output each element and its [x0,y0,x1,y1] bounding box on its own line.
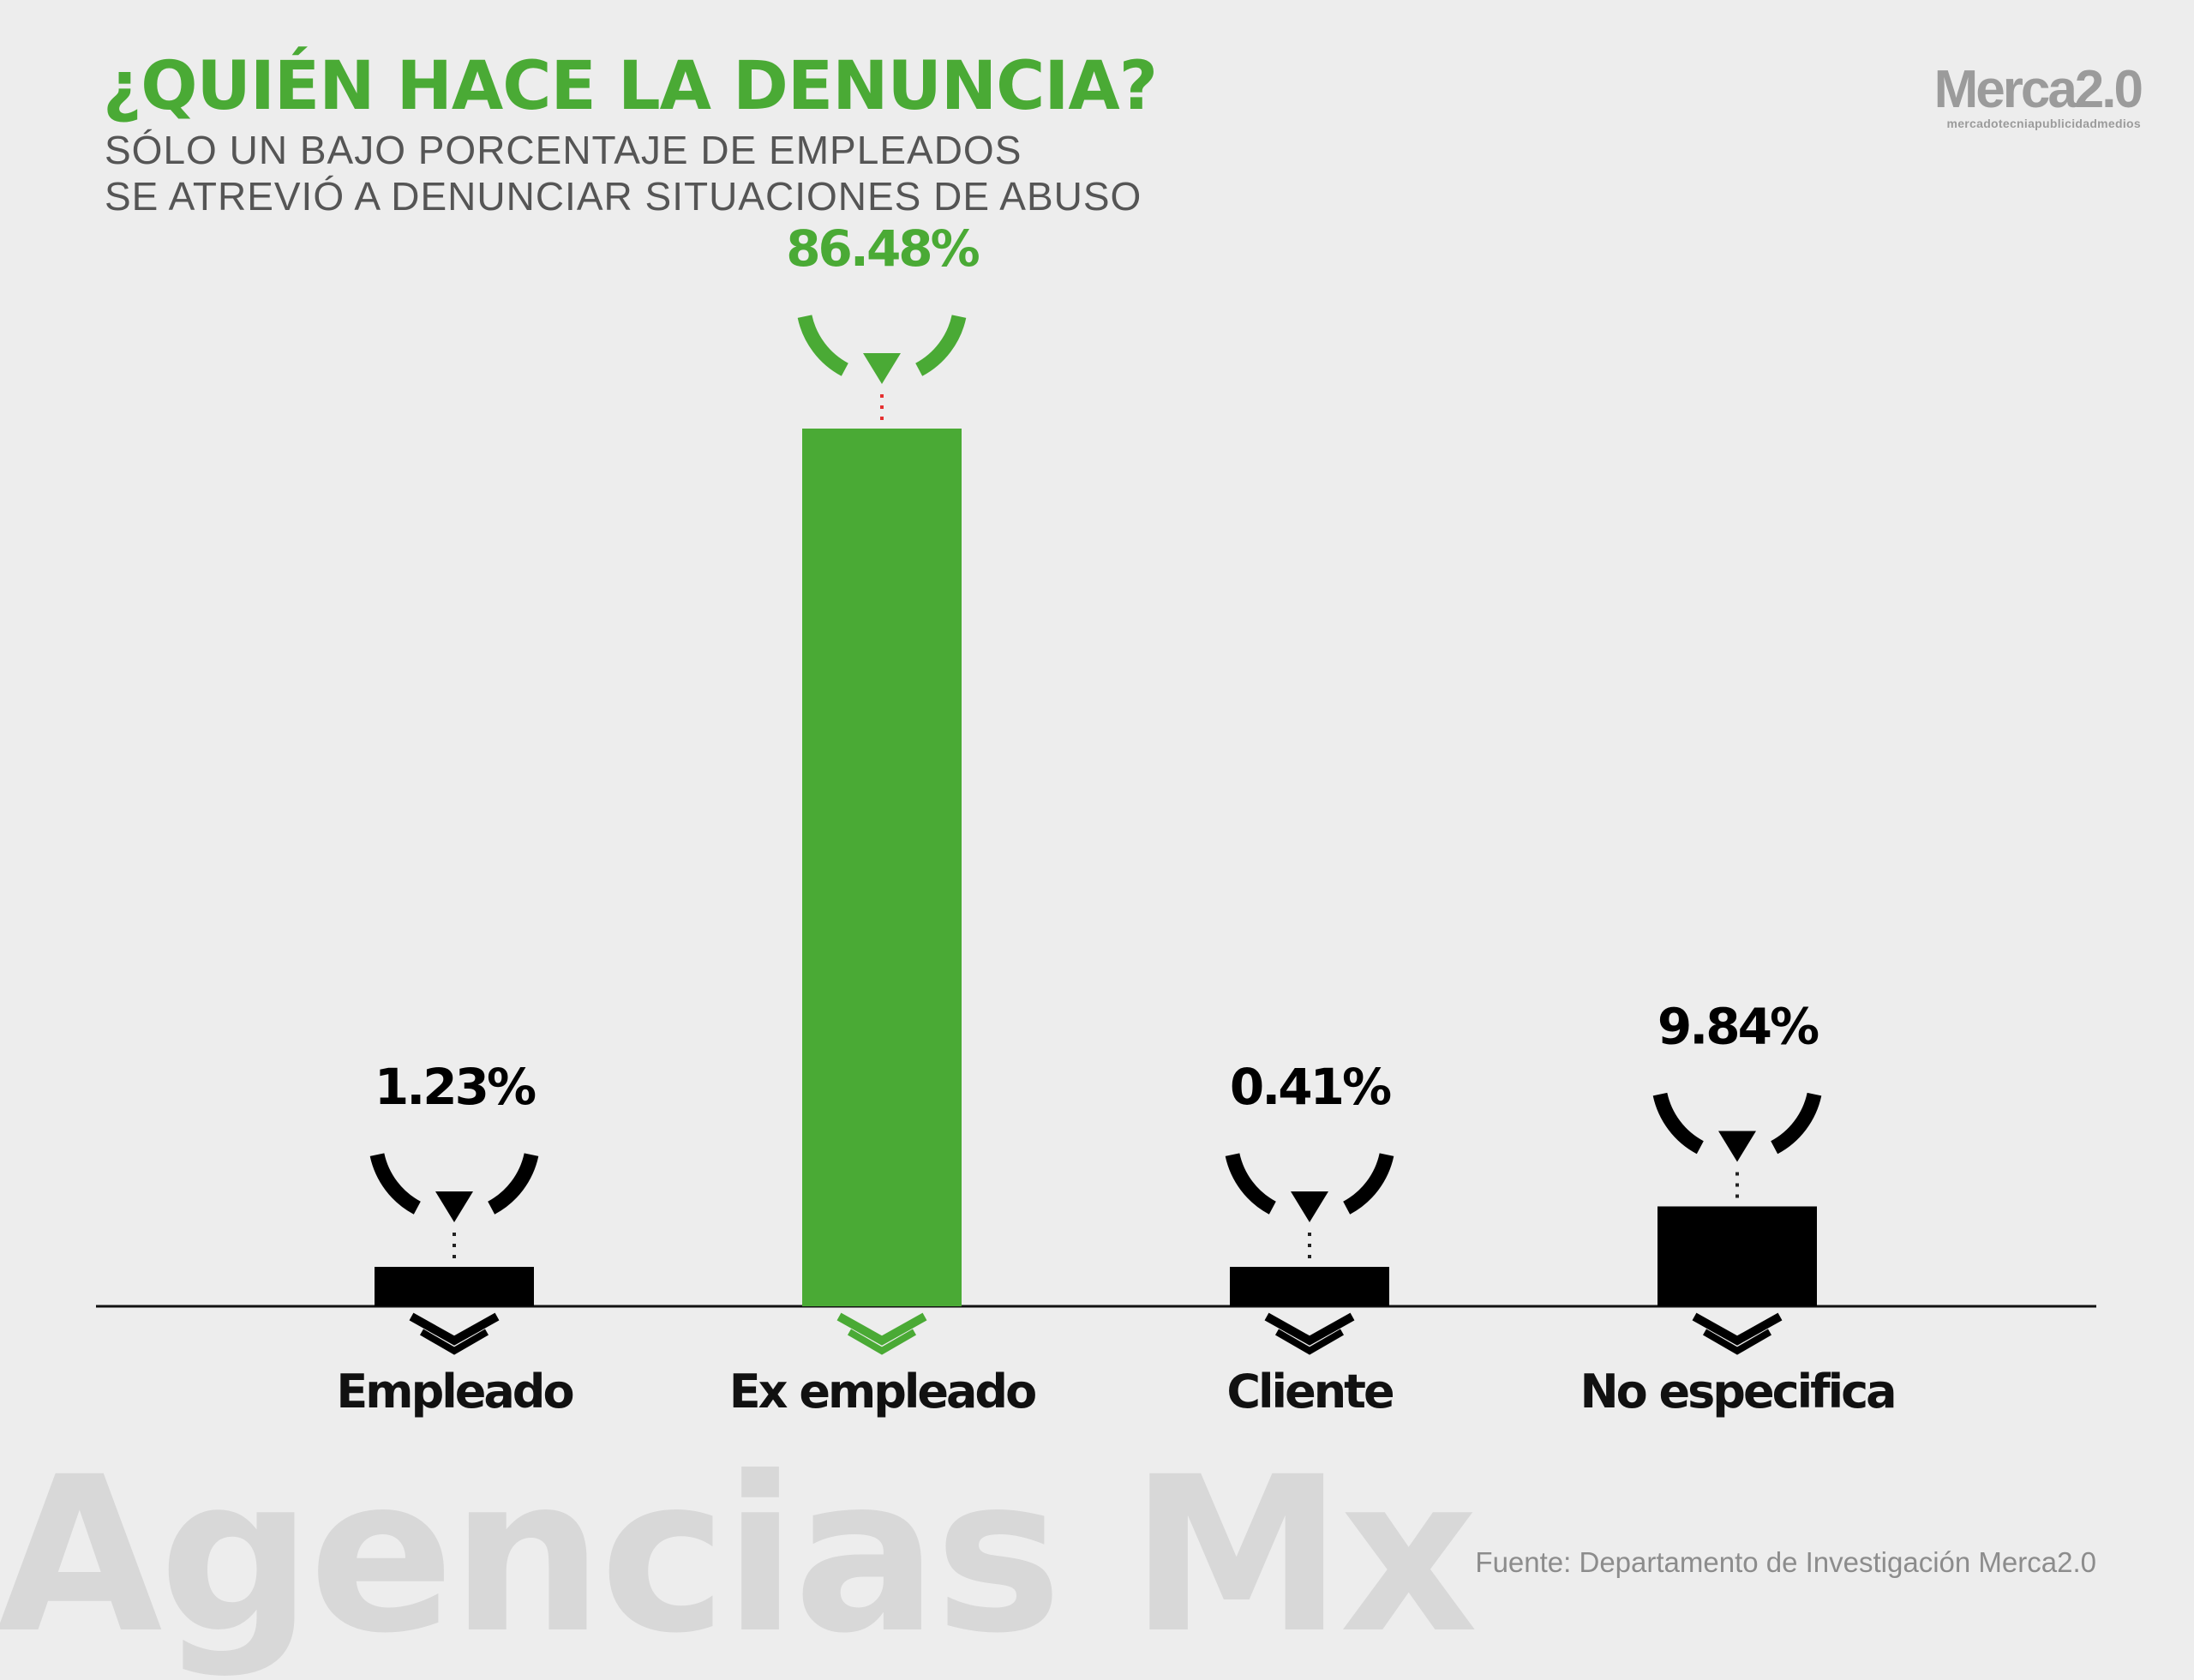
chevron-down-icon [1692,1312,1783,1346]
value-label: 0.41% [1230,1058,1391,1116]
bar-cliente [1230,1267,1389,1306]
chevron-down-icon [836,1312,927,1346]
chevron-down-icon [847,1329,917,1355]
chart-subtitle: SÓLO UN BAJO PORCENTAJE DE EMPLEADOS SE … [105,127,1142,219]
subtitle-line-2: SE ATREVIÓ A DENUNCIAR SITUACIONES DE AB… [105,174,1142,219]
bar-chart: 1.23% Empleado 86.48% Ex empleado 0.41% Clien… [96,219,2096,1419]
bracket-left-arc [797,315,849,376]
bracket-left-arc [369,1153,422,1215]
category-label: Ex empleado [729,1365,1035,1419]
chart-title: ¿QUIÉN HACE LA DENUNCIA? [103,48,1158,125]
logo-name: Merca2.0 [1933,60,2143,119]
chevron-down-icon [1702,1329,1772,1355]
value-label: 1.23% [375,1058,536,1116]
category-label: No especifica [1580,1365,1894,1419]
pointer-triangle [863,353,901,384]
chevron-down-icon [1264,1312,1355,1346]
chevron-down-icon [419,1329,489,1355]
bracket-left-arc [1652,1092,1705,1155]
bracket-right-arc [1770,1092,1822,1155]
watermark: Agencias Mx [0,1431,1478,1680]
pointer-triangle [1718,1131,1756,1162]
source-note: Fuente: Departamento de Investigación Me… [1475,1546,2096,1578]
bracket-right-arc [1342,1153,1394,1215]
bracket-left-arc [1225,1153,1277,1215]
bar-no-especifica [1657,1206,1817,1306]
value-label: 86.48% [786,219,979,278]
bracket-right-arc [487,1153,539,1215]
value-label: 9.84% [1657,997,1819,1055]
subtitle-line-1: SÓLO UN BAJO PORCENTAJE DE EMPLEADOS [105,128,1022,172]
chevron-down-icon [409,1312,500,1346]
logo-tagline: mercadotecniapublicidadmedios [1946,117,2141,130]
pointer-triangle [435,1191,473,1222]
pointer-triangle [1291,1191,1328,1222]
merca-logo: Merca2.0 mercadotecniapublicidadmedios [1933,60,2143,131]
category-label: Empleado [336,1365,572,1419]
bar-ex-empleado [802,429,962,1306]
chevron-down-icon [1274,1329,1345,1355]
category-label: Cliente [1226,1365,1394,1419]
bracket-right-arc [914,315,967,376]
bar-empleado [375,1267,534,1306]
